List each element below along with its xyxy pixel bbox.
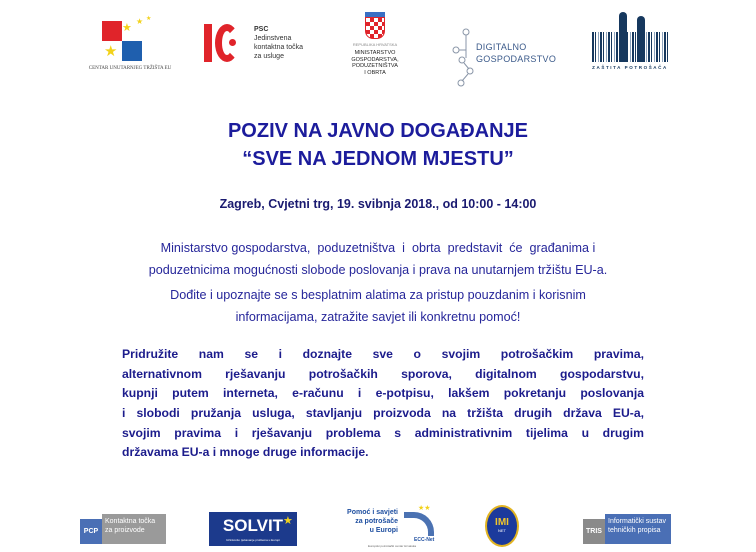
circuit-icon (452, 28, 474, 87)
intro-paragraph-2: Dođite i upoznajte se s besplatnim alati… (170, 288, 586, 324)
logo-ministry: REPUBLIKA HRVATSKA MINISTARSTVO GOSPODAR… (340, 12, 410, 92)
event-details: Zagreb, Cvjetni trg, 19. svibnja 2018., … (219, 197, 537, 211)
title-line-2: “SVE NA JEDNOM MJESTU” (242, 148, 514, 170)
coat-of-arms-icon (365, 17, 385, 39)
person-icon (619, 12, 627, 62)
logo-zastita-potrosaca: ZAŠTITA POTROŠAČA (590, 12, 670, 74)
logo-pcp: PCP Kontaktna točka za proizvode (80, 514, 166, 544)
barcode-icon (592, 32, 668, 62)
logo-psc: PSC Jedinstvena kontaktna točka za uslug… (202, 22, 312, 64)
intro-paragraph-1: Ministarstvo gospodarstva, poduzetništva… (148, 241, 608, 277)
logo-imi-net: IMI NET (485, 505, 519, 547)
logo-tris: TRIS Informatički sustav tehničkih propi… (583, 514, 671, 544)
person-icon (637, 16, 645, 62)
logo-digitalno-gospodarstvo: DIGITALNO GOSPODARSTVO (452, 28, 556, 88)
logo-ecc-net: Pomoć i savjeti za potrošače u Europi ★★… (347, 505, 435, 548)
highlight-paragraph: Pridružite nam se i doznajte sve o svoji… (122, 347, 644, 460)
title-line-1: POZIV NA JAVNO DOGAĐANJE (227, 120, 529, 142)
logo-centar-unutarnjeg-trzista: ★ ★ ★ ★ CENTAR UNUTARNJEG TRŽIŠTA EU (88, 16, 172, 71)
logo-solvit: SOLVIT ★ Učinkovito rješavanje problema … (209, 512, 297, 546)
